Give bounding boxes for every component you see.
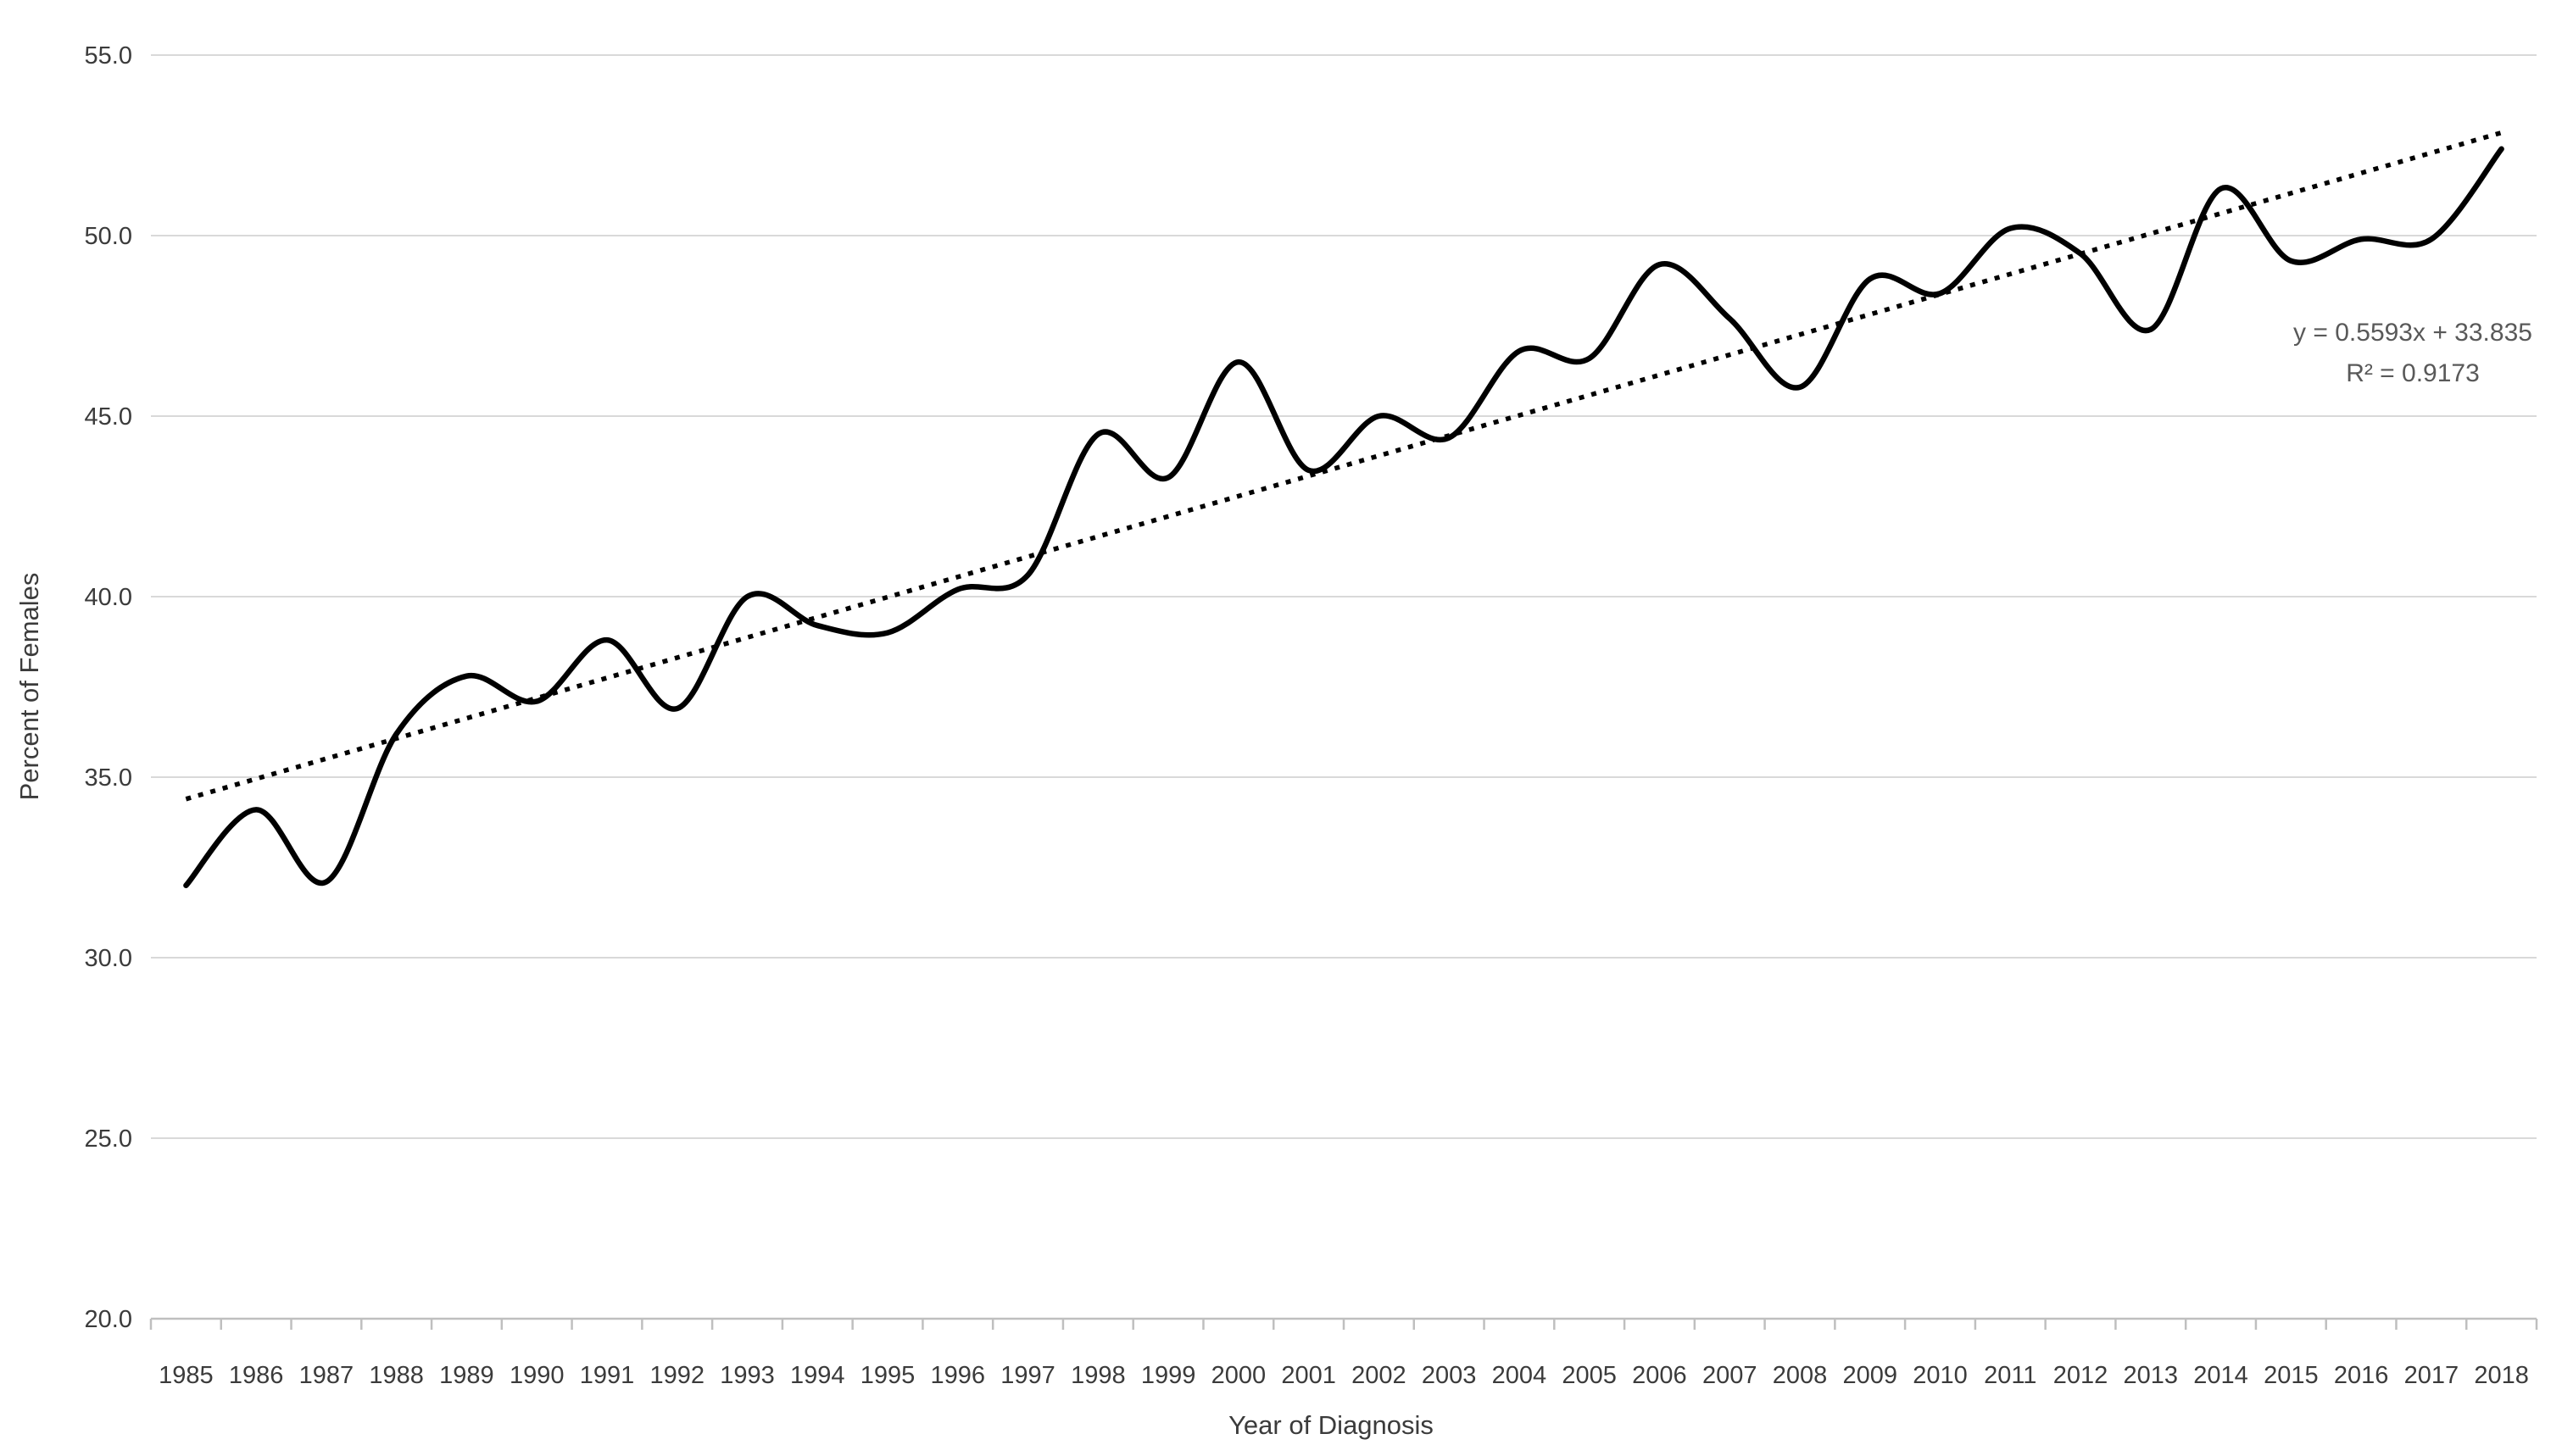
x-tick-label: 1993 — [720, 1362, 775, 1389]
x-tick-label: 2015 — [2264, 1362, 2319, 1389]
x-tick-label: 2012 — [2053, 1362, 2108, 1389]
x-tick-label: 2017 — [2404, 1362, 2459, 1389]
x-tick-label: 1987 — [299, 1362, 354, 1389]
gridlines — [151, 54, 2537, 1139]
x-tick-label: 2000 — [1211, 1362, 1267, 1389]
trendline-r-squared-label: R² = 0.9173 — [2346, 359, 2480, 387]
x-tick-label: 2005 — [1562, 1362, 1617, 1389]
x-tick-label: 2007 — [1702, 1362, 1757, 1389]
x-tick-label: 2004 — [1492, 1362, 1547, 1389]
x-tick-label: 1990 — [510, 1362, 565, 1389]
x-tick-label: 1985 — [159, 1362, 214, 1389]
x-tick-label: 1996 — [931, 1362, 986, 1389]
y-tick-label: 55.0 — [85, 42, 132, 69]
x-tick-label: 2014 — [2193, 1362, 2248, 1389]
x-tick-label: 2010 — [1913, 1362, 1968, 1389]
trendline-equation-label: y = 0.5593x + 33.835 — [2293, 319, 2532, 347]
x-tick-label: 1995 — [860, 1362, 916, 1389]
x-axis-line-and-ticks — [149, 1317, 2538, 1330]
x-tick-label: 2002 — [1351, 1362, 1406, 1389]
percent-of-females-curve — [183, 146, 2504, 889]
x-tick-label: 2013 — [2124, 1362, 2179, 1389]
x-tick-label: 2001 — [1281, 1362, 1336, 1389]
x-tick-label: 1998 — [1071, 1362, 1126, 1389]
x-tick-label: 2006 — [1632, 1362, 1687, 1389]
y-tick-label: 25.0 — [85, 1125, 132, 1153]
x-tick-label: 2003 — [1422, 1362, 1477, 1389]
x-tick-label: 2009 — [1842, 1362, 1897, 1389]
x-tick-label: 1986 — [229, 1362, 284, 1389]
x-tick-label: 1999 — [1141, 1362, 1196, 1389]
y-tick-label: 35.0 — [85, 764, 132, 792]
x-tick-label: 2016 — [2334, 1362, 2389, 1389]
x-tick-label: 2011 — [1984, 1362, 2036, 1389]
trendline-dotted — [185, 130, 2503, 802]
x-tick-label: 1994 — [790, 1362, 845, 1389]
y-tick-label: 50.0 — [85, 223, 132, 250]
y-tick-label: 30.0 — [85, 945, 132, 972]
x-tick-label: 1991 — [580, 1362, 635, 1389]
x-axis-tick-labels: 1985 1986 1987 1988 1989 1990 1991 1992 1993 1994… — [159, 1362, 2529, 1389]
x-axis-title: Year of Diagnosis — [1228, 1410, 1434, 1440]
data-curve — [183, 146, 2504, 889]
y-tick-label: 40.0 — [85, 584, 132, 611]
x-tick-label: 2018 — [2474, 1362, 2529, 1389]
x-tick-label: 2008 — [1773, 1362, 1828, 1389]
y-axis-tick-labels: 20.0 25.0 30.0 35.0 40.0 45.0 50.0 55.0 — [85, 42, 132, 1333]
y-axis-title: Percent of Females — [14, 573, 44, 801]
x-tick-label: 1992 — [649, 1362, 705, 1389]
x-tick-label: 1989 — [439, 1362, 494, 1389]
y-tick-label: 45.0 — [85, 403, 132, 431]
y-tick-label: 20.0 — [85, 1306, 132, 1333]
trendline — [185, 130, 2503, 802]
x-tick-label: 1997 — [1000, 1362, 1055, 1389]
x-tick-label: 1988 — [369, 1362, 424, 1389]
